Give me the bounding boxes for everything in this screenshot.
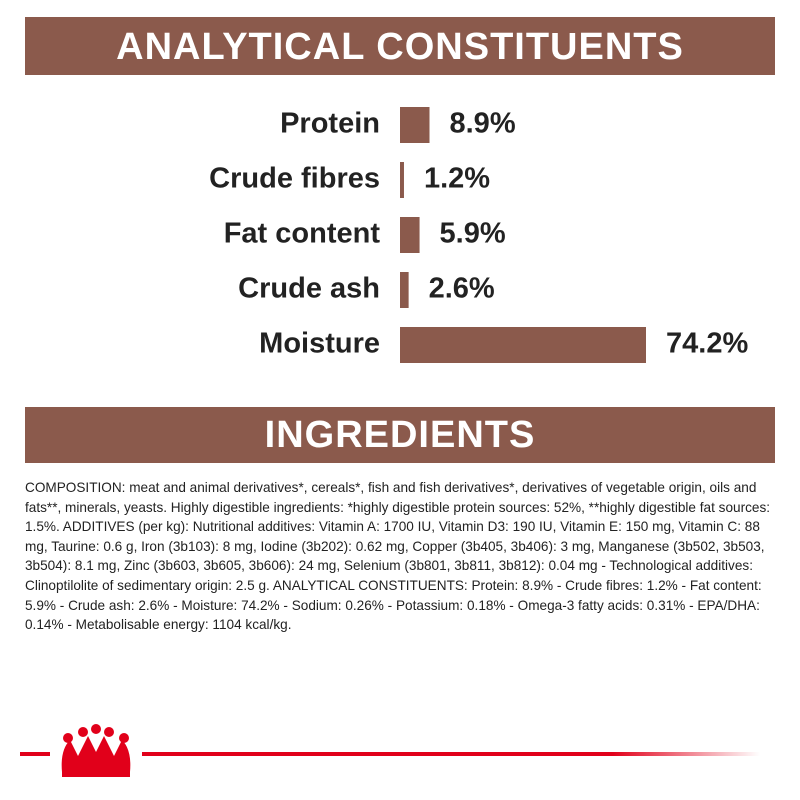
footer-line bbox=[20, 752, 760, 756]
bar bbox=[400, 272, 409, 308]
section-title: INGREDIENTS bbox=[265, 414, 536, 456]
category-label: Protein bbox=[280, 108, 380, 140]
value-label: 8.9% bbox=[450, 108, 516, 140]
bar bbox=[400, 107, 430, 143]
header-band bbox=[25, 407, 775, 463]
value-label: 1.2% bbox=[424, 163, 490, 195]
logo bbox=[50, 724, 142, 780]
value-label: 74.2% bbox=[666, 328, 748, 360]
category-label: Fat content bbox=[224, 218, 381, 250]
bar bbox=[400, 327, 646, 363]
ingredients-text: COMPOSITION: meat and animal derivatives… bbox=[25, 480, 771, 633]
header-band bbox=[25, 17, 775, 75]
bar bbox=[400, 162, 404, 198]
category-label: Moisture bbox=[259, 328, 380, 360]
value-label: 5.9% bbox=[440, 218, 506, 250]
value-label: 2.6% bbox=[429, 273, 495, 305]
category-label: Crude ash bbox=[238, 273, 380, 305]
chart-title: ANALYTICAL CONSTITUENTS bbox=[116, 26, 684, 68]
category-label: Crude fibres bbox=[209, 163, 380, 195]
bar bbox=[400, 217, 420, 253]
